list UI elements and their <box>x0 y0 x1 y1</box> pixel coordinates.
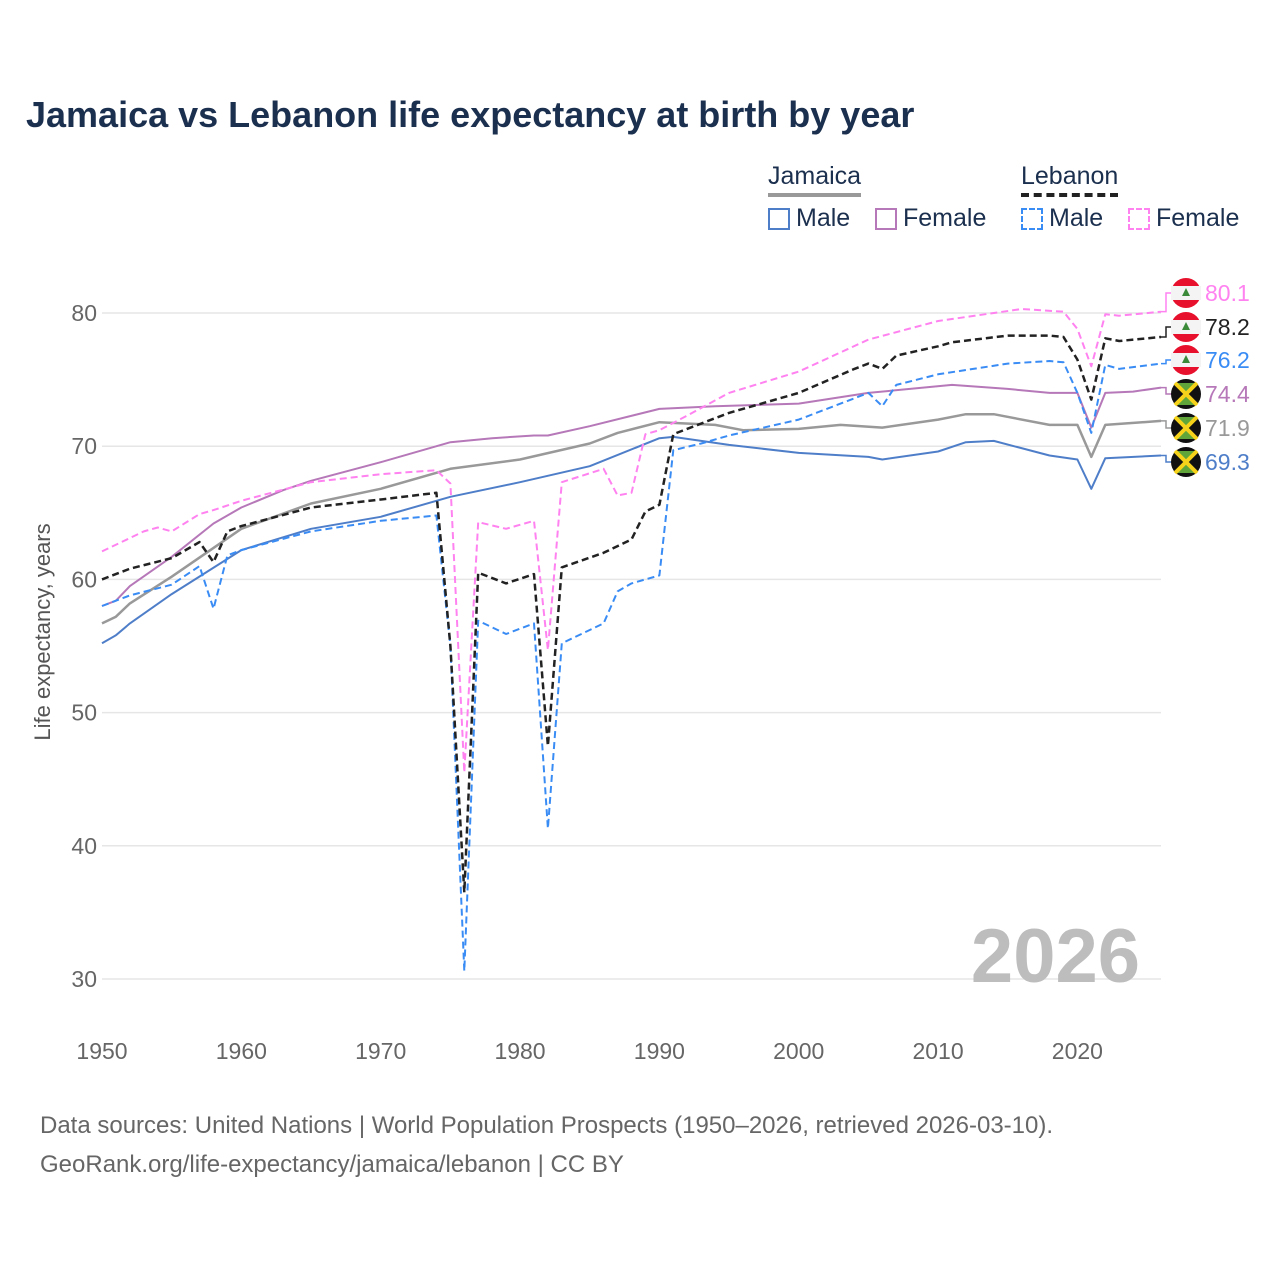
end-value-label: 69.3 <box>1205 449 1250 475</box>
series-line-jamaica-female <box>101 383 1162 607</box>
x-tick-label: 1960 <box>216 1038 267 1064</box>
end-value-label: 78.2 <box>1205 314 1250 340</box>
end-value-label: 76.2 <box>1205 347 1250 373</box>
series-line-jamaica-male <box>101 435 1162 645</box>
flag-lebanon-icon <box>1171 278 1201 308</box>
label-connector <box>1161 454 1172 463</box>
flag-saltire <box>1173 449 1199 475</box>
source-link[interactable]: GeoRank.org/life-expectancy/jamaica/leba… <box>40 1151 624 1178</box>
series-line-lebanon-female <box>101 308 1162 774</box>
y-tick-label: 40 <box>71 833 97 859</box>
legend-item-lebanon-male[interactable]: Male <box>1021 204 1103 233</box>
flag-saltire <box>1173 415 1199 441</box>
end-value-label: 80.1 <box>1205 280 1250 306</box>
series-line-jamaica <box>101 412 1162 625</box>
legend-swatch <box>875 207 897 230</box>
x-tick-label: 1990 <box>634 1038 685 1064</box>
end-value-label: 74.4 <box>1205 381 1250 407</box>
y-tick-label: 50 <box>71 700 97 726</box>
x-tick-label: 2010 <box>912 1038 963 1064</box>
flag-lebanon-icon <box>1171 345 1201 375</box>
cedar-icon <box>1182 288 1190 296</box>
x-tick-label: 2000 <box>773 1038 824 1064</box>
label-connector <box>1161 420 1172 429</box>
y-tick-label: 60 <box>71 566 97 592</box>
legend-label: Male <box>796 204 851 232</box>
year-watermark: 2026 <box>971 914 1140 999</box>
flag-saltire <box>1173 381 1199 407</box>
y-tick-label: 30 <box>71 966 97 992</box>
label-connector <box>1161 386 1172 395</box>
flag-lebanon-icon <box>1171 312 1201 342</box>
legend-group-jamaica: Jamaica <box>768 162 862 197</box>
cedar-icon <box>1182 355 1190 363</box>
legend-group-lebanon: Lebanon <box>1021 162 1119 197</box>
legend-item-jamaica-male[interactable]: Male <box>768 204 850 233</box>
legend-item-jamaica-female[interactable]: Female <box>875 204 986 233</box>
series-line-lebanon-male <box>101 360 1162 972</box>
label-connector <box>1161 359 1172 365</box>
data-source: Data sources: United Nations | World Pop… <box>40 1112 1054 1139</box>
y-tick-label: 70 <box>71 433 97 459</box>
flag-jamaica-icon <box>1171 447 1201 477</box>
x-tick-label: 2020 <box>1052 1038 1103 1064</box>
flag-jamaica-icon <box>1171 413 1201 443</box>
y-tick-label: 80 <box>71 300 97 326</box>
legend-swatch <box>768 207 790 230</box>
chart-title: Jamaica vs Lebanon life expectancy at bi… <box>26 94 915 135</box>
legend-label: Female <box>1156 204 1240 232</box>
cedar-icon <box>1182 322 1190 330</box>
x-tick-label: 1980 <box>494 1038 545 1064</box>
x-tick-label: 1970 <box>355 1038 406 1064</box>
legend-item-lebanon-female[interactable]: Female <box>1128 204 1239 233</box>
series-line-lebanon <box>101 334 1162 894</box>
x-tick-label: 1950 <box>76 1038 127 1064</box>
legend-label: Male <box>1049 204 1104 232</box>
flag-jamaica-icon <box>1171 379 1201 409</box>
end-value-label: 71.9 <box>1205 415 1250 441</box>
label-connector <box>1161 292 1172 313</box>
footer: Data sources: United Nations | World Pop… <box>40 1106 1053 1184</box>
label-connector <box>1161 326 1172 338</box>
legend-label: Female <box>903 204 987 232</box>
legend-swatch <box>1128 207 1150 230</box>
legend-swatch <box>1021 207 1043 230</box>
y-axis-label: Life expectancy, years <box>30 523 55 740</box>
